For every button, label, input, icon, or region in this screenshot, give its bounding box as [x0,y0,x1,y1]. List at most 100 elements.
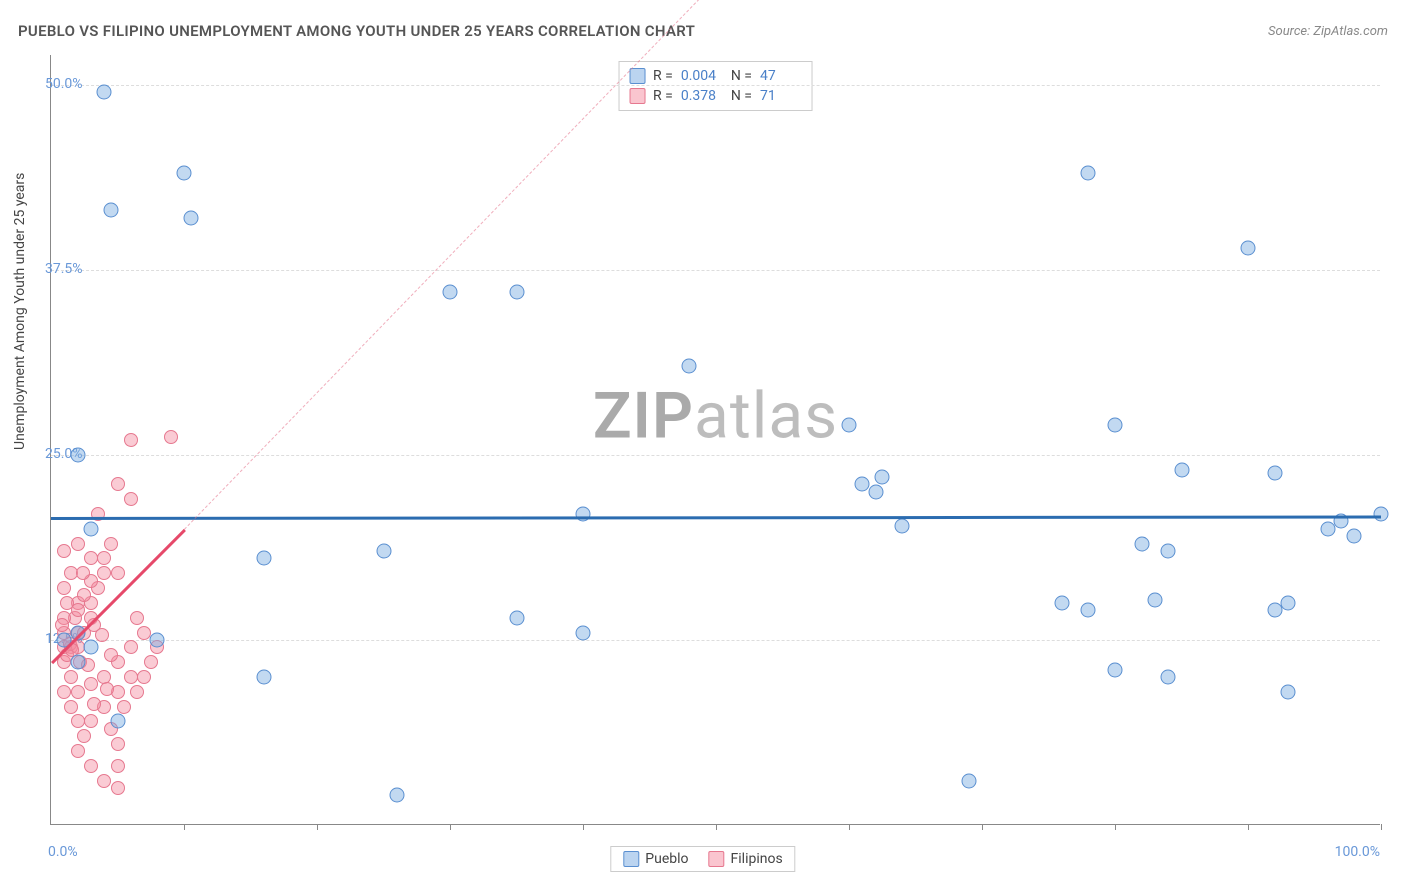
data-point-filipino [104,648,118,662]
data-point-pueblo [1280,684,1295,699]
data-point-pueblo [83,640,98,655]
data-point-pueblo [1134,536,1149,551]
legend-item-filipino: Filipinos [709,851,783,867]
chart-title: PUEBLO VS FILIPINO UNEMPLOYMENT AMONG YO… [18,22,695,40]
data-point-filipino [137,626,151,640]
y-tick-label: 12.5% [45,631,1374,647]
data-point-pueblo [1147,592,1162,607]
data-point-pueblo [682,358,697,373]
legend-item-pueblo: Pueblo [623,851,688,867]
data-point-filipino [95,628,109,642]
data-point-pueblo [509,610,524,625]
data-point-filipino [164,430,178,444]
data-point-pueblo [1267,465,1282,480]
data-point-filipino [71,714,85,728]
data-point-filipino [97,551,111,565]
data-point-pueblo [875,470,890,485]
data-point-filipino [84,759,98,773]
data-point-filipino [60,596,74,610]
data-point-filipino [100,682,114,696]
data-point-filipino [87,697,101,711]
series-legend: Pueblo Filipinos [610,846,795,872]
scatter-plot: ZIPatlas R =0.004N =47R =0.378N =71 12.5… [50,55,1380,825]
data-point-pueblo [1374,507,1389,522]
data-point-pueblo [1280,595,1295,610]
data-point-pueblo [1241,240,1256,255]
data-point-filipino [130,611,144,625]
data-point-pueblo [576,625,591,640]
data-point-pueblo [1174,462,1189,477]
data-point-pueblo [376,544,391,559]
data-point-pueblo [70,447,85,462]
y-tick-label: 25.0% [45,446,1374,462]
data-point-filipino [64,670,78,684]
data-point-pueblo [1161,544,1176,559]
data-point-filipino [77,729,91,743]
data-point-pueblo [83,521,98,536]
data-point-filipino [144,655,158,669]
y-axis-title: Unemployment Among Youth under 25 years [12,173,28,450]
data-point-filipino [111,781,125,795]
legend-swatch-pueblo-icon [623,851,639,867]
data-point-filipino [84,677,98,691]
data-point-pueblo [868,484,883,499]
data-point-filipino [71,537,85,551]
data-point-pueblo [70,655,85,670]
data-point-pueblo [256,551,271,566]
data-point-filipino [57,581,71,595]
x-tick [184,824,185,830]
data-point-pueblo [1108,418,1123,433]
data-point-filipino [124,492,138,506]
data-point-filipino [77,588,91,602]
y-tick-label: 37.5% [45,261,1374,277]
data-point-filipino [84,714,98,728]
data-point-filipino [84,551,98,565]
x-tick [1381,824,1382,830]
data-point-pueblo [1081,166,1096,181]
data-point-filipino [111,737,125,751]
data-point-filipino [124,670,138,684]
data-point-pueblo [110,714,125,729]
data-point-filipino [71,744,85,758]
data-point-filipino [124,433,138,447]
data-point-filipino [117,700,131,714]
data-point-filipino [111,477,125,491]
data-point-filipino [97,774,111,788]
data-point-filipino [97,566,111,580]
legend-label: Pueblo [645,851,688,867]
data-point-pueblo [389,788,404,803]
chart-header: PUEBLO VS FILIPINO UNEMPLOYMENT AMONG YO… [18,22,1388,40]
data-point-pueblo [1108,662,1123,677]
data-point-pueblo [177,166,192,181]
data-point-pueblo [1347,529,1362,544]
x-tick [583,824,584,830]
data-point-filipino [71,685,85,699]
data-point-pueblo [509,284,524,299]
x-tick [450,824,451,830]
data-point-filipino [64,700,78,714]
x-axis-min-label: 0.0% [48,844,78,860]
x-tick [1115,824,1116,830]
data-point-filipino [111,759,125,773]
data-point-pueblo [443,284,458,299]
data-point-filipino [57,685,71,699]
y-tick-label: 50.0% [45,76,1374,92]
data-point-pueblo [103,203,118,218]
data-point-pueblo [97,85,112,100]
data-point-pueblo [256,669,271,684]
data-point-pueblo [1081,603,1096,618]
data-point-filipino [104,537,118,551]
data-point-pueblo [961,773,976,788]
data-point-pueblo [183,210,198,225]
data-point-pueblo [895,518,910,533]
data-point-filipino [111,566,125,580]
x-axis-max-label: 100.0% [1335,844,1380,860]
data-point-pueblo [1161,669,1176,684]
data-point-pueblo [150,632,165,647]
data-point-filipino [55,618,69,632]
x-tick [716,824,717,830]
data-point-pueblo [842,418,857,433]
legend-label: Filipinos [731,851,783,867]
x-tick [317,824,318,830]
trendline-pueblo [51,516,1381,520]
